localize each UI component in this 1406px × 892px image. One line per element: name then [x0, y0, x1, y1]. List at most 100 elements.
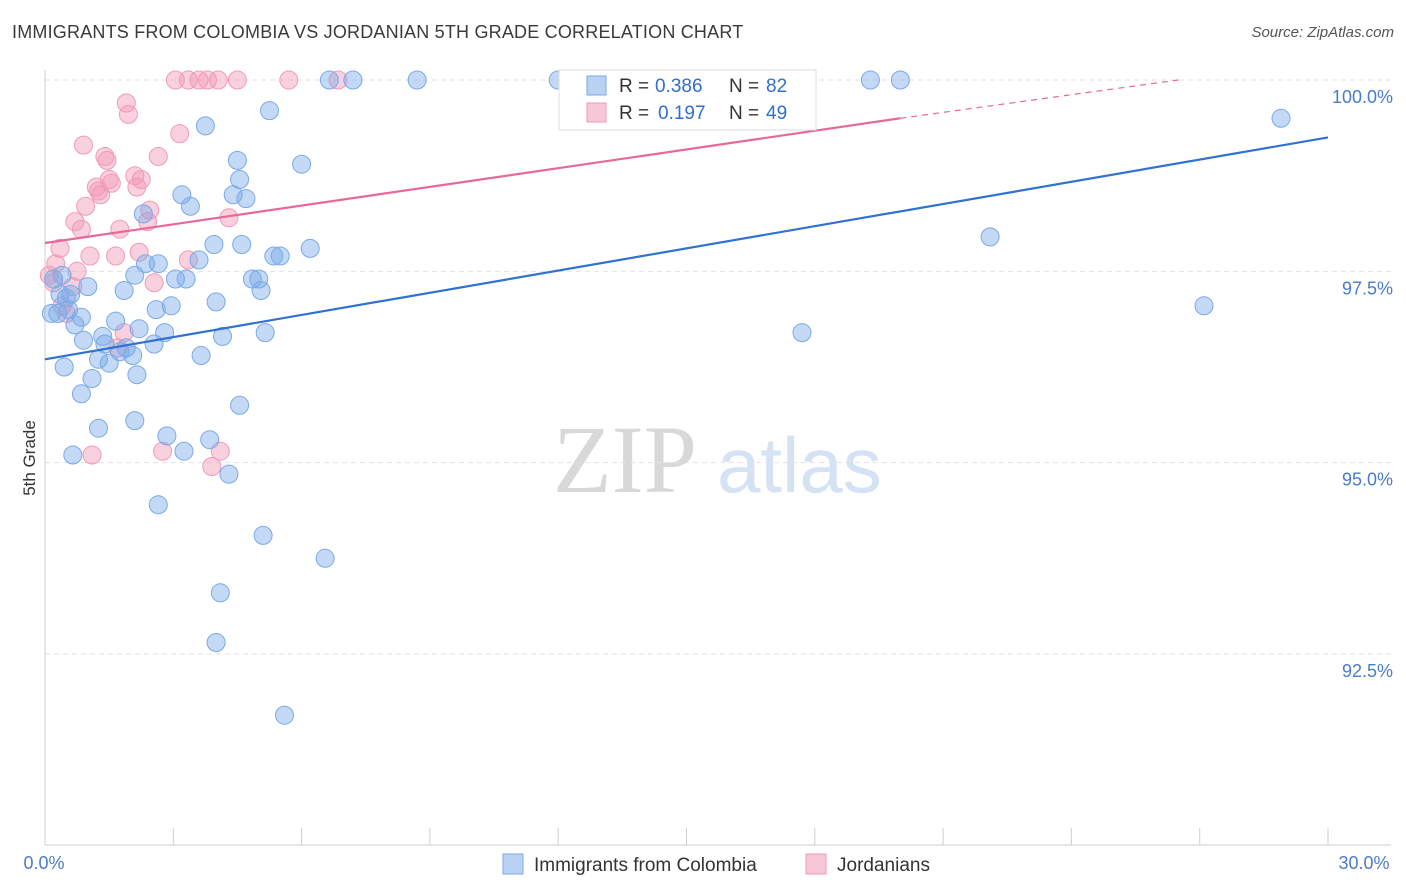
data-point — [82, 445, 102, 465]
data-point — [148, 147, 168, 166]
y-tick-label: 92.5% — [1342, 661, 1393, 681]
data-point — [54, 357, 74, 377]
bottom-legend-swatch-jordanians — [805, 853, 827, 875]
legend-r-value-jordanians: 0.197 — [658, 103, 706, 124]
data-point — [50, 284, 70, 304]
data-point — [127, 365, 147, 385]
data-point — [1194, 296, 1214, 316]
data-point — [300, 238, 320, 258]
data-point — [78, 277, 98, 297]
data-point — [319, 70, 339, 90]
data-point — [227, 70, 247, 90]
data-point — [178, 70, 198, 90]
data-point — [148, 495, 168, 515]
data-point — [146, 300, 166, 320]
data-point — [71, 307, 91, 327]
data-point — [208, 70, 228, 90]
data-point — [148, 254, 168, 274]
data-point — [118, 104, 138, 124]
data-point — [178, 250, 198, 270]
data-point — [407, 70, 427, 90]
data-point — [93, 326, 113, 346]
source-credit: Source: ZipAtlas.com — [1251, 24, 1394, 41]
data-point — [275, 705, 294, 725]
data-point — [195, 116, 215, 136]
data-point — [204, 235, 224, 254]
legend-r-label-colombia: R = — [619, 76, 654, 97]
trend-line-jordanians — [44, 117, 901, 245]
data-point — [52, 265, 72, 285]
y-tick-label: 100.0% — [1332, 87, 1393, 107]
data-point — [315, 548, 335, 568]
data-point — [48, 303, 68, 323]
data-point — [343, 70, 363, 90]
data-point — [140, 200, 160, 220]
legend-n-label-colombia: N = — [729, 76, 764, 97]
data-point — [230, 170, 250, 189]
data-point — [46, 254, 66, 274]
legend-n-value-jordanians: 49 — [766, 103, 787, 124]
y-tick-label: 97.5% — [1342, 278, 1393, 298]
data-point — [110, 219, 130, 239]
data-point — [230, 395, 250, 415]
data-point — [292, 154, 312, 174]
data-point — [1271, 108, 1291, 128]
data-point — [236, 189, 256, 209]
data-point — [76, 196, 96, 216]
data-point — [206, 633, 226, 652]
chart-title: IMMIGRANTS FROM COLOMBIA VS JORDANIAN 5T… — [12, 22, 744, 42]
legend-r-label-jordanians: R = — [619, 103, 654, 124]
data-point — [251, 281, 271, 300]
data-point — [123, 346, 143, 365]
x-tick-label-max: 30.0% — [1338, 853, 1389, 873]
legend-n-value-colombia: 82 — [766, 76, 787, 97]
data-point — [41, 303, 61, 323]
data-point — [106, 311, 126, 331]
data-point — [227, 150, 247, 170]
data-point — [191, 346, 211, 365]
legend-swatch-colombia — [586, 75, 607, 96]
data-point — [255, 323, 275, 343]
legend-box: R = 0.386 N = 82 R = 0.197 N = 49 — [558, 69, 817, 131]
data-point — [106, 246, 126, 266]
x-ticks — [44, 828, 1329, 845]
data-point — [200, 430, 220, 450]
data-point — [74, 135, 93, 155]
trend-lines — [44, 79, 1329, 361]
data-point — [890, 70, 910, 90]
series-colombia — [41, 70, 1291, 725]
data-point — [279, 70, 299, 90]
data-point — [170, 124, 190, 144]
data-point — [210, 583, 230, 603]
data-point — [114, 281, 134, 300]
data-point — [133, 204, 153, 224]
bottom-legend-label-jordanians: Jordanians — [837, 855, 930, 876]
data-point — [80, 246, 100, 266]
data-point — [157, 426, 177, 446]
data-point — [189, 250, 209, 270]
data-point — [131, 170, 151, 189]
data-point — [792, 323, 812, 343]
data-point — [249, 269, 269, 289]
legend-r-value-colombia: 0.386 — [655, 76, 703, 97]
data-point — [202, 457, 222, 476]
data-point — [129, 242, 149, 262]
data-point — [129, 319, 149, 339]
y-axis-label: 5th Grade — [20, 420, 39, 496]
legend-n-label-jordanians: N = — [729, 103, 764, 124]
data-point — [97, 150, 117, 170]
data-point — [71, 384, 91, 404]
data-point — [101, 173, 121, 193]
bottom-legend: Immigrants from Colombia Jordanians — [502, 853, 930, 876]
data-point — [180, 196, 200, 216]
data-point — [89, 418, 108, 438]
data-point — [65, 315, 85, 335]
data-point — [144, 273, 164, 293]
data-point — [260, 101, 279, 121]
data-point — [176, 269, 196, 289]
y-tick-label: 95.0% — [1342, 470, 1393, 490]
data-point — [253, 525, 273, 545]
data-point — [860, 70, 880, 90]
axes — [44, 70, 1391, 846]
data-point — [264, 246, 284, 266]
